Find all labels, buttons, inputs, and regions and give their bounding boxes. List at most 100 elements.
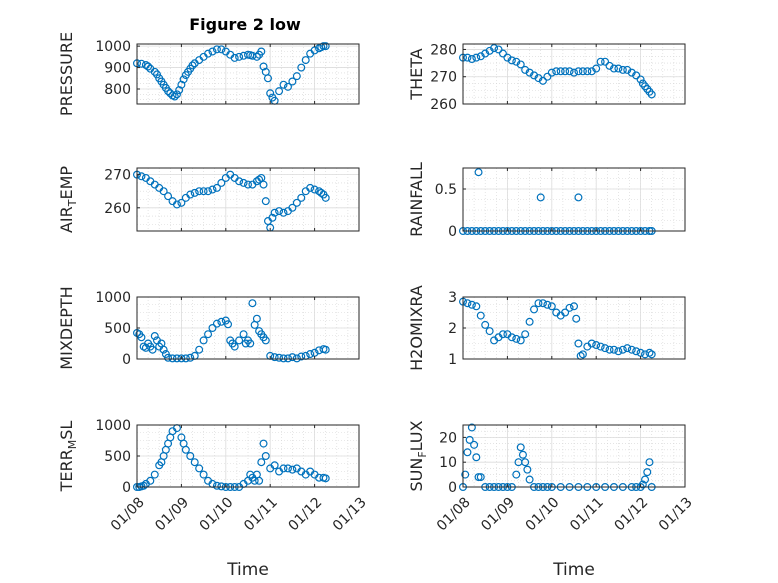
data-point — [217, 178, 226, 187]
data-point — [467, 423, 476, 432]
data-point — [485, 327, 494, 336]
data-point — [592, 64, 601, 73]
data-point — [159, 187, 168, 196]
data-point — [465, 435, 474, 444]
data-point — [525, 317, 534, 326]
y-tick-label: 0.5 — [435, 182, 457, 198]
data-point — [574, 67, 583, 76]
data-point — [279, 208, 288, 217]
data-point — [543, 72, 552, 81]
data-point — [164, 87, 173, 96]
data-point — [275, 87, 284, 96]
y-tick-label: 260 — [430, 97, 457, 113]
data-point — [172, 354, 181, 363]
data-point — [609, 345, 618, 354]
data-point — [467, 54, 476, 63]
data-point — [578, 350, 587, 359]
data-point — [321, 42, 330, 51]
data-point — [507, 56, 516, 65]
axes-box — [462, 43, 686, 105]
data-point — [538, 76, 547, 85]
data-point — [208, 47, 217, 56]
y-axis-label: RAINFALL — [407, 162, 426, 237]
data-point — [137, 172, 146, 181]
data-point — [543, 300, 552, 309]
data-point — [578, 67, 587, 76]
x-tick-label: 01/13 — [656, 494, 696, 534]
data-point — [168, 354, 177, 363]
data-point — [516, 443, 525, 452]
data-point — [190, 188, 199, 197]
data-point — [618, 345, 627, 354]
y-tick-label: 2 — [448, 321, 457, 337]
data-point — [572, 314, 581, 323]
data-point — [321, 193, 330, 202]
data-point — [292, 198, 301, 207]
y-axis-label: PRESSURE — [57, 32, 76, 116]
data-point — [643, 468, 652, 477]
data-point — [321, 474, 330, 483]
data-point — [244, 180, 253, 189]
data-point — [516, 60, 525, 69]
x-tick-label: 01/08 — [434, 494, 474, 534]
data-point — [498, 330, 507, 339]
panel-3: 260 270 AIRTEMP — [57, 166, 360, 233]
y-tick-label: 0 — [448, 480, 457, 496]
data-point — [235, 52, 244, 61]
data-point — [472, 453, 481, 462]
y-tick-label: 0 — [122, 352, 131, 368]
data-point — [632, 71, 641, 80]
data-point — [614, 347, 623, 356]
figure-title: Figure 2 low — [189, 15, 301, 34]
data-point — [638, 480, 647, 489]
data-point — [139, 481, 148, 490]
data-point — [199, 187, 208, 196]
data-point — [481, 320, 490, 329]
data-point — [618, 65, 627, 74]
data-point — [547, 68, 556, 77]
data-point — [292, 354, 301, 363]
data-point — [472, 302, 481, 311]
data-point — [319, 42, 328, 51]
data-point — [137, 59, 146, 68]
data-point — [252, 52, 261, 61]
data-point — [150, 470, 159, 479]
data-point — [292, 72, 301, 81]
data-point — [494, 45, 503, 54]
data-point — [474, 168, 483, 177]
data-point — [150, 332, 159, 341]
data-point — [195, 464, 204, 473]
data-point — [275, 353, 284, 362]
y-tick-label: 0 — [448, 224, 457, 240]
data-point — [552, 67, 561, 76]
y-tick-label: 260 — [104, 201, 131, 217]
data-point — [601, 344, 610, 353]
data-point — [172, 200, 181, 209]
axes-box — [462, 167, 686, 232]
y-tick-label: 20 — [439, 430, 457, 446]
data-point — [632, 347, 641, 356]
data-point — [569, 68, 578, 77]
data-point — [561, 67, 570, 76]
data-point — [623, 344, 632, 353]
data-point — [574, 193, 583, 202]
x-tick-label: 01/12 — [611, 494, 651, 534]
data-point — [235, 336, 244, 345]
data-point — [246, 339, 255, 348]
y-axis-label: TERRMSL — [57, 421, 79, 493]
data-point — [525, 475, 534, 484]
data-point — [181, 445, 190, 454]
data-point — [257, 458, 266, 467]
data-point — [270, 353, 279, 362]
data-point — [587, 339, 596, 348]
data-point — [266, 89, 275, 98]
data-point — [259, 439, 268, 448]
data-point — [605, 345, 614, 354]
data-point — [301, 56, 310, 65]
x-tick-label: 01/08 — [108, 494, 148, 534]
data-point — [534, 299, 543, 308]
panel-1: 800 900 1000 PRESSURE — [57, 32, 360, 116]
data-point — [279, 464, 288, 473]
